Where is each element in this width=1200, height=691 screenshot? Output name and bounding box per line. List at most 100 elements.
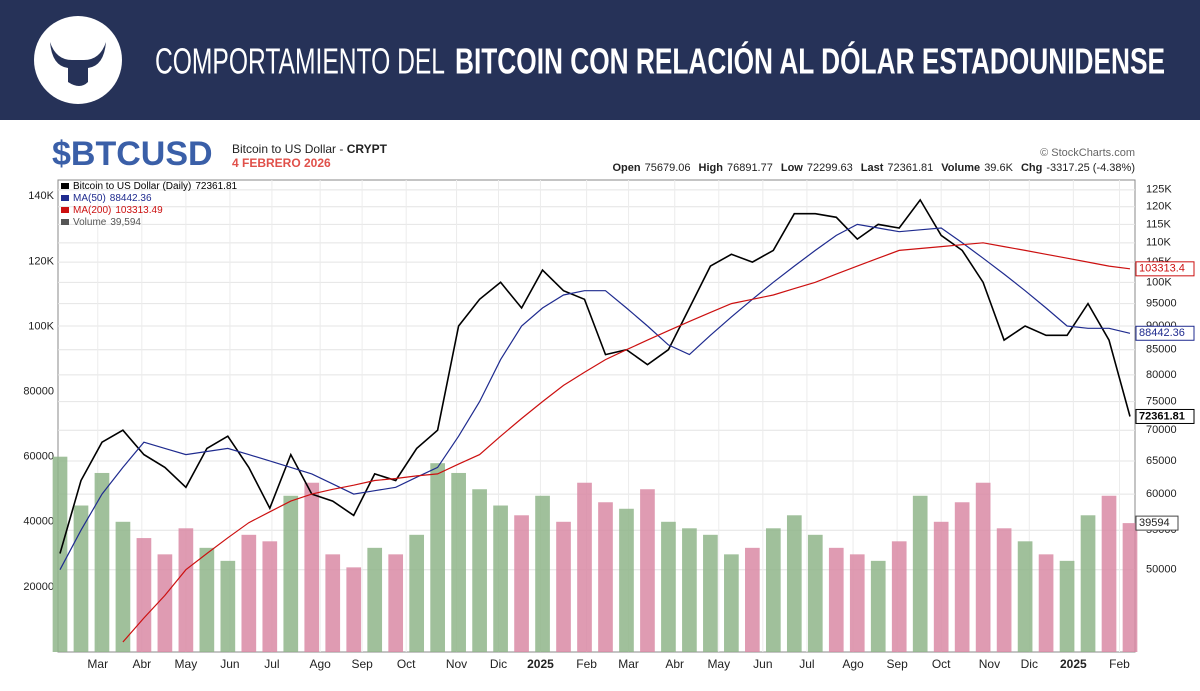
last-label-box	[1135, 408, 1195, 424]
source: © StockCharts.com	[1040, 147, 1135, 159]
stat-value: 76891.77	[727, 162, 773, 174]
volume-bar	[870, 560, 886, 652]
y-tick-label: 85000	[1146, 344, 1177, 356]
volume-bar	[933, 521, 949, 652]
last-label: 103313.4	[1139, 263, 1185, 275]
last-label-box	[1135, 261, 1195, 277]
volume-bar	[745, 547, 760, 652]
volume-bar	[346, 567, 362, 652]
volume-bar	[619, 508, 634, 652]
stat-value: -3317.25 (-4.38%)	[1046, 162, 1135, 174]
volume-bar	[178, 528, 194, 652]
instrument-name: Bitcoin to US Dollar -	[232, 142, 347, 156]
stat-label: High	[699, 162, 724, 174]
volume-bar	[304, 482, 320, 652]
legend-swatch	[61, 183, 69, 189]
header-band	[0, 0, 1200, 120]
volume-bar	[786, 515, 802, 652]
volume-bar	[682, 528, 697, 652]
y-tick-label: 70000	[1146, 424, 1177, 436]
x-tick-label: Jul	[799, 657, 814, 671]
volume-bar	[891, 541, 907, 652]
volume-tick-label: 20000	[23, 581, 54, 593]
stat-label: Volume	[941, 162, 980, 174]
volume-bar	[94, 472, 110, 652]
x-tick-label: Jul	[264, 657, 279, 671]
legend-name: Bitcoin to US Dollar (Daily)	[73, 181, 191, 192]
volume-bar	[241, 534, 257, 652]
x-tick-label: Mar	[618, 657, 639, 671]
volume-bar	[52, 456, 68, 652]
stat-value: 72299.63	[807, 162, 853, 174]
legend-entry: Bitcoin to US Dollar (Daily) 72361.81	[73, 181, 238, 192]
volume-bar	[661, 521, 676, 652]
volume-bar	[807, 534, 823, 652]
x-tick-label: Jun	[753, 657, 772, 671]
volume-bar	[577, 482, 592, 652]
volume-bar	[283, 495, 299, 652]
y-tick-label: 60000	[1146, 488, 1177, 500]
legend-entry: MA(50) 88442.36	[73, 193, 152, 204]
volume-bar	[1080, 515, 1096, 652]
stat-label: Open	[613, 162, 641, 174]
title-bold: BITCOIN CON RELACIÓN AL DÓLAR ESTADOUNID…	[455, 40, 1165, 82]
volume-bar	[598, 502, 613, 652]
volume-bar	[556, 521, 571, 652]
legend-value: 88442.36	[110, 193, 152, 204]
y-tick-label: 75000	[1146, 396, 1177, 408]
legend-swatch	[61, 195, 69, 201]
x-tick-label: Feb	[576, 657, 597, 671]
stat-value: 75679.06	[645, 162, 691, 174]
volume-bar	[703, 534, 718, 652]
x-tick-label: Feb	[1109, 657, 1130, 671]
volume-bar	[640, 489, 655, 652]
volume-tick-label: 140K	[28, 190, 54, 202]
legend-value: 72361.81	[195, 181, 237, 192]
stat-label: Low	[781, 162, 803, 174]
stat-value: 72361.81	[887, 162, 933, 174]
volume-bar	[157, 554, 173, 652]
volume-bar	[1059, 560, 1075, 652]
price-line	[59, 223, 1131, 570]
volume-tick-label: 80000	[23, 385, 54, 397]
symbol: $BTCUSD	[52, 135, 213, 173]
volume-tick-label: 40000	[23, 516, 54, 528]
x-tick-label: Ago	[309, 657, 331, 671]
volume-bar	[1101, 495, 1117, 652]
y-tick-label: 80000	[1146, 369, 1177, 381]
legend-value: 39,594	[110, 217, 141, 228]
x-tick-label: Jun	[220, 657, 239, 671]
legend-entry: Volume 39,594	[73, 217, 141, 228]
title-light: COMPORTAMIENTO DEL	[155, 41, 445, 82]
x-tick-label: Dic	[1021, 657, 1038, 671]
price-line	[122, 242, 1131, 643]
x-tick-label: Mar	[87, 657, 108, 671]
stat-value: 39.6K	[984, 162, 1013, 174]
volume-bar	[849, 554, 865, 652]
price-line	[59, 198, 1131, 554]
y-tick-label: 95000	[1146, 298, 1177, 310]
y-tick-label: 115K	[1146, 218, 1172, 230]
volume-bar	[451, 472, 466, 652]
x-tick-label: Sep	[351, 657, 373, 671]
x-tick-label: 2025	[1060, 657, 1087, 671]
volume-bar	[493, 505, 508, 652]
volume-bar	[996, 528, 1012, 652]
volume-bar	[765, 528, 781, 652]
volume-bar	[388, 554, 404, 652]
volume-tick-label: 60000	[23, 451, 54, 463]
volume-bar	[220, 560, 236, 652]
x-tick-label: May	[175, 657, 198, 671]
y-tick-label: 65000	[1146, 455, 1177, 467]
last-label: 88442.36	[1139, 327, 1185, 339]
y-tick-label: 100K	[1146, 276, 1172, 288]
plot-frame	[57, 179, 1136, 653]
volume-bar	[1017, 541, 1033, 652]
y-tick-label: 120K	[1146, 201, 1172, 213]
y-tick-label: 50000	[1146, 564, 1177, 576]
volume-bar	[1122, 523, 1138, 652]
stats: Open 75679.06 High 76891.77 Low 72299.63 Last 7…	[613, 162, 1136, 174]
y-tick-label: 110K	[1146, 237, 1172, 249]
volume-bar	[73, 505, 89, 652]
